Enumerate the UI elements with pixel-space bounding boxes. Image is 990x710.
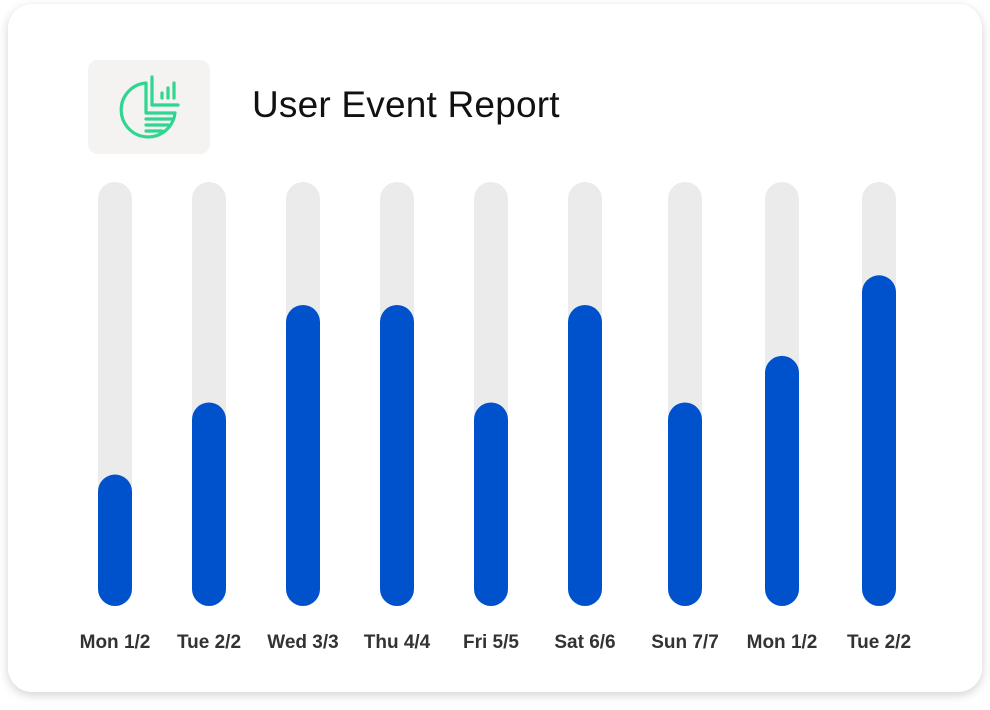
bar (668, 402, 702, 606)
bar (568, 304, 602, 606)
report-logo-tile (88, 60, 210, 154)
x-tick-label: Thu 4/4 (364, 632, 431, 653)
x-tick-label: Mon 1/2 (747, 632, 818, 653)
bar (380, 304, 414, 606)
pie-chart-report-icon (119, 75, 180, 139)
bar (192, 402, 226, 606)
bar (474, 402, 508, 606)
x-axis-tick-labels: Mon 1/2 Tue 2/2 Wed 3/3 Thu 4/4 Fri 5/5 Sat 6… (80, 632, 911, 653)
x-tick-label: Wed 3/3 (267, 632, 338, 653)
x-tick-label: Tue 2/2 (177, 632, 241, 653)
bar-series (98, 275, 896, 606)
x-tick-label: Sat 6/6 (554, 632, 615, 653)
bar (98, 474, 132, 606)
page-title: User Event Report (252, 84, 560, 125)
x-tick-label: Sun 7/7 (651, 632, 719, 653)
bar (286, 304, 320, 606)
x-tick-label: Fri 5/5 (463, 632, 519, 653)
bar (862, 275, 896, 606)
bar (765, 355, 799, 606)
x-tick-label: Tue 2/2 (847, 632, 911, 653)
x-tick-label: Mon 1/2 (80, 632, 151, 653)
